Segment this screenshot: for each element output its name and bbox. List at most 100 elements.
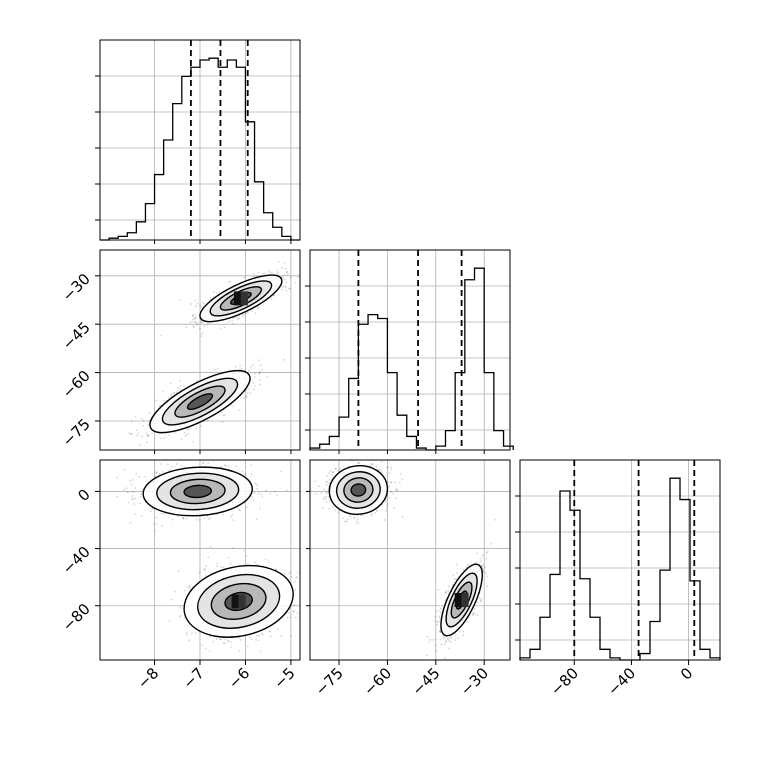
scatter-point [250, 464, 253, 466]
scatter-point [273, 490, 276, 493]
scatter-point [204, 574, 207, 577]
x-tick-label: 0 [677, 664, 696, 683]
scatter-point [173, 392, 175, 395]
scatter-point [294, 281, 297, 284]
scatter-point [316, 580, 318, 582]
scatter-point [478, 596, 481, 599]
scatter-point [434, 644, 437, 647]
scatter-point [395, 489, 398, 492]
scatter-point [290, 575, 293, 578]
scatter-point [263, 272, 266, 275]
scatter-point [303, 587, 305, 589]
scatter-point [155, 523, 158, 526]
scatter-point [297, 276, 300, 279]
scatter-point [435, 623, 438, 626]
scatter-point [357, 522, 359, 525]
scatter-point [131, 497, 134, 500]
scatter-point [194, 315, 197, 317]
scatter-point [390, 466, 393, 469]
scatter-point [251, 496, 254, 499]
scatter-point [245, 396, 248, 398]
scatter-point [253, 388, 255, 391]
scatter-point [151, 432, 153, 434]
scatter-point [255, 634, 258, 637]
scatter-point [173, 391, 175, 394]
scatter-point [194, 320, 196, 323]
scatter-point [227, 640, 229, 643]
scatter-point [134, 512, 137, 515]
scatter-point [189, 321, 192, 324]
scatter-panel-0-2: −8 −7 −6 −5−80−400 [59, 459, 318, 692]
scatter-point [390, 491, 392, 494]
scatter-point [146, 441, 148, 444]
density-contour [350, 483, 367, 497]
scatter-point [370, 514, 373, 517]
scatter-point [222, 642, 225, 645]
scatter-point [130, 420, 133, 423]
scatter-point [139, 444, 142, 447]
scatter-point [123, 488, 126, 491]
scatter-point [230, 641, 233, 643]
scatter-point [148, 419, 151, 422]
scatter-point [168, 468, 171, 471]
scatter-point [170, 395, 173, 398]
scatter-point [200, 320, 203, 323]
scatter-point [283, 261, 286, 264]
scatter-point [245, 395, 248, 398]
scatter-point [253, 492, 256, 494]
scatter-point [218, 290, 221, 293]
scatter-point [208, 650, 211, 653]
scatter-point [450, 636, 453, 639]
scatter-point [285, 267, 287, 270]
scatter-point [155, 399, 157, 402]
scatter-point [325, 481, 328, 484]
scatter-point [200, 335, 203, 337]
scatter-point [199, 321, 202, 324]
scatter-point [315, 569, 317, 571]
scatter-point [224, 326, 226, 329]
scatter-point [231, 319, 233, 322]
scatter-point [231, 513, 234, 516]
scatter-point [230, 646, 232, 648]
scatter-point [232, 322, 235, 325]
panel-content [100, 460, 318, 660]
scatter-point [344, 520, 346, 523]
panel-content [310, 460, 510, 660]
scatter-point [392, 492, 394, 495]
scatter-point [345, 520, 348, 523]
scatter-point [177, 570, 180, 572]
scatter-point [270, 298, 273, 301]
scatter-point [290, 635, 293, 637]
histogram-frame-1 [309, 249, 511, 451]
scatter-point [251, 364, 254, 366]
scatter-point [180, 464, 183, 467]
scatter-point [378, 468, 381, 471]
scatter-point [260, 632, 263, 635]
scatter-point [207, 556, 210, 559]
scatter-point [216, 565, 219, 568]
scatter-point [179, 388, 181, 391]
scatter-point [192, 440, 195, 443]
scatter-point [271, 271, 273, 274]
scatter-point [283, 358, 285, 361]
x-tick-label: −8 [134, 664, 162, 692]
scatter-point [285, 289, 288, 292]
scatter-point [129, 521, 132, 524]
scatter-point [256, 307, 259, 310]
scatter-point [328, 479, 331, 481]
scatter-point [485, 572, 487, 574]
scatter-point [195, 316, 198, 319]
scatter-point [304, 633, 306, 635]
scatter-point [186, 633, 188, 636]
scatter-point [219, 638, 222, 641]
scatter-point [448, 585, 450, 588]
scatter-point [207, 462, 210, 465]
scatter-point [392, 507, 395, 510]
scatter-point [348, 515, 351, 518]
scatter-point [189, 587, 192, 590]
scatter-point [133, 452, 135, 454]
scatter-point [192, 326, 195, 329]
scatter-point [200, 306, 202, 308]
scatter-point [294, 589, 297, 592]
scatter-point [185, 434, 188, 436]
